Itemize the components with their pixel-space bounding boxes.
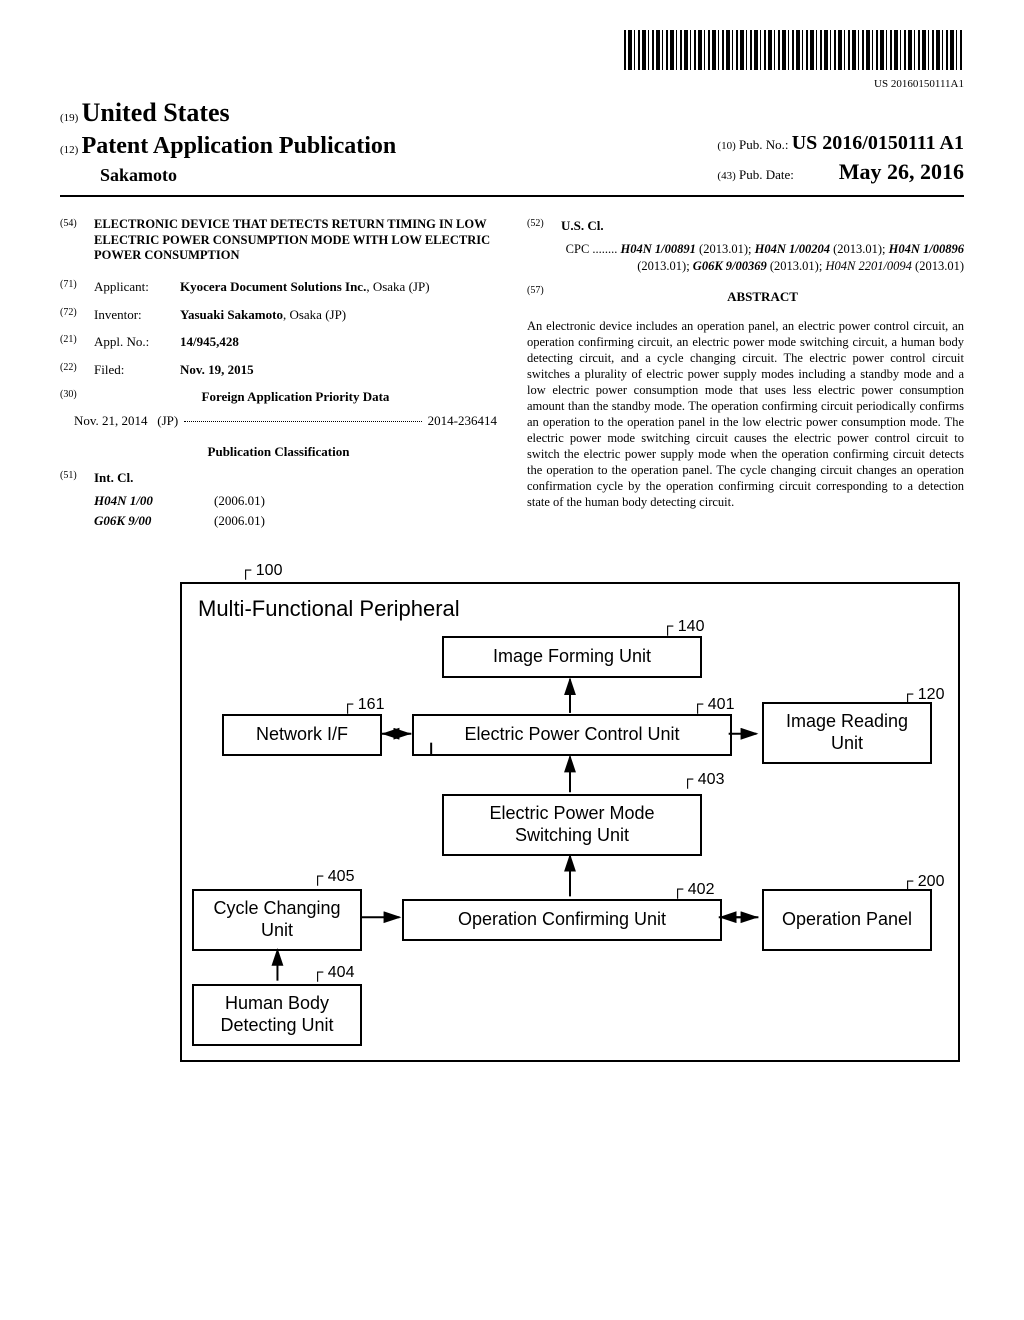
invention-title: ELECTRONIC DEVICE THAT DETECTS RETURN TI… xyxy=(94,217,497,264)
ref-405: ┌ 405 xyxy=(312,866,354,888)
cpc-1: H04N 1/00204 xyxy=(755,242,830,256)
foreign-country: (JP) xyxy=(157,412,178,430)
filed-date: Nov. 19, 2015 xyxy=(180,361,497,379)
cpc-2: H04N 1/00896 xyxy=(889,242,964,256)
box-cycle-change: Cycle Changing Unit xyxy=(192,889,362,951)
intcl-1-ver: (2006.01) xyxy=(214,512,265,530)
ref-404: ┌ 404 xyxy=(312,962,354,984)
applicant-label: Applicant: xyxy=(94,278,180,296)
box-human-body: Human Body Detecting Unit xyxy=(192,984,362,1046)
cpc-0: H04N 1/00891 xyxy=(621,242,696,256)
ref-100: ┌ 100 xyxy=(240,560,282,582)
barcode-text: US 20160150111A1 xyxy=(60,77,964,92)
uscl-label: U.S. Cl. xyxy=(561,217,604,235)
figure-diagram: ┌ 100 Multi-Functional Peripheral Image … xyxy=(60,562,964,1082)
right-column: (52) U.S. Cl. CPC ........ H04N 1/00891 … xyxy=(527,211,964,531)
cpc-listing: CPC ........ H04N 1/00891 (2013.01); H04… xyxy=(561,241,964,275)
inventor-name: Yasuaki Sakamoto xyxy=(180,307,283,322)
cpc-4: H04N 2201/0094 xyxy=(825,259,911,273)
code-43: (43) xyxy=(717,170,735,182)
left-column: (54) ELECTRONIC DEVICE THAT DETECTS RETU… xyxy=(60,211,497,531)
barcode-area: US 20160150111A1 xyxy=(60,30,964,91)
code-51: (51) xyxy=(60,469,94,487)
cpc-3: G06K 9/00369 xyxy=(693,259,767,273)
patent-header: (19) United States (12) Patent Applicati… xyxy=(60,95,964,187)
code-19: (19) xyxy=(60,112,78,124)
barcode-graphic xyxy=(624,30,964,70)
code-30: (30) xyxy=(60,388,94,406)
cpc-prefix: CPC xyxy=(566,242,590,256)
pub-class-heading: Publication Classification xyxy=(60,443,497,461)
applno-label: Appl. No.: xyxy=(94,333,180,351)
intcl-label: Int. Cl. xyxy=(94,469,133,487)
filed-label: Filed: xyxy=(94,361,180,379)
outer-box: Multi-Functional Peripheral Image Formin… xyxy=(180,582,960,1062)
code-71: (71) xyxy=(60,278,94,296)
box-op-confirm: Operation Confirming Unit xyxy=(402,899,722,941)
cpc-3-v: (2013.01) xyxy=(770,259,819,273)
inventor-loc: Osaka (JP) xyxy=(289,307,346,322)
publication-type: Patent Application Publication xyxy=(82,133,397,159)
foreign-date: Nov. 21, 2014 xyxy=(74,412,148,430)
publication-number: US 2016/0150111 A1 xyxy=(792,132,964,154)
ref-120: ┌ 120 xyxy=(902,684,944,706)
inventor-label: Inventor: xyxy=(94,306,180,324)
foreign-dots xyxy=(184,412,421,422)
intcl-0-ver: (2006.01) xyxy=(214,492,265,510)
abstract-heading: ABSTRACT xyxy=(561,288,964,306)
outer-box-title: Multi-Functional Peripheral xyxy=(198,594,460,624)
author-name: Sakamoto xyxy=(100,163,396,187)
pubno-label: Pub. No.: xyxy=(739,137,788,152)
country: United States xyxy=(82,98,230,127)
code-72: (72) xyxy=(60,306,94,324)
code-22: (22) xyxy=(60,361,94,379)
box-network-if: Network I/F xyxy=(222,714,382,756)
cpc-1-v: (2013.01) xyxy=(833,242,882,256)
applicant-name: Kyocera Document Solutions Inc. xyxy=(180,279,366,294)
code-57: (57) xyxy=(527,284,561,312)
ref-401: ┌ 401 xyxy=(692,694,734,716)
cpc-2-v: (2013.01) xyxy=(637,259,686,273)
box-power-control: Electric Power Control Unit xyxy=(412,714,732,756)
ref-402: ┌ 402 xyxy=(672,879,714,901)
abstract-text: An electronic device includes an operati… xyxy=(527,318,964,510)
pubdate-label: Pub. Date: xyxy=(739,167,794,182)
code-52: (52) xyxy=(527,217,561,235)
code-21: (21) xyxy=(60,333,94,351)
box-image-forming: Image Forming Unit xyxy=(442,636,702,678)
ref-140: ┌ 140 xyxy=(662,616,704,638)
cpc-4-v: (2013.01) xyxy=(915,259,964,273)
box-op-panel: Operation Panel xyxy=(762,889,932,951)
code-12: (12) xyxy=(60,144,78,156)
box-image-reading: Image Reading Unit xyxy=(762,702,932,764)
applicant-loc: Osaka (JP) xyxy=(373,279,430,294)
publication-date: May 26, 2016 xyxy=(839,157,964,187)
application-number: 14/945,428 xyxy=(180,333,497,351)
foreign-number: 2014-236414 xyxy=(428,412,497,430)
code-10: (10) xyxy=(717,140,735,152)
ref-200: ┌ 200 xyxy=(902,871,944,893)
intcl-0-class: H04N 1/00 xyxy=(94,492,214,510)
box-power-mode: Electric Power Mode Switching Unit xyxy=(442,794,702,856)
header-divider xyxy=(60,195,964,197)
code-54: (54) xyxy=(60,217,94,264)
cpc-0-v: (2013.01) xyxy=(699,242,748,256)
ref-161: ┌ 161 xyxy=(342,694,384,716)
intcl-1-class: G06K 9/00 xyxy=(94,512,214,530)
ref-403: ┌ 403 xyxy=(682,769,724,791)
foreign-heading: Foreign Application Priority Data xyxy=(94,388,497,406)
